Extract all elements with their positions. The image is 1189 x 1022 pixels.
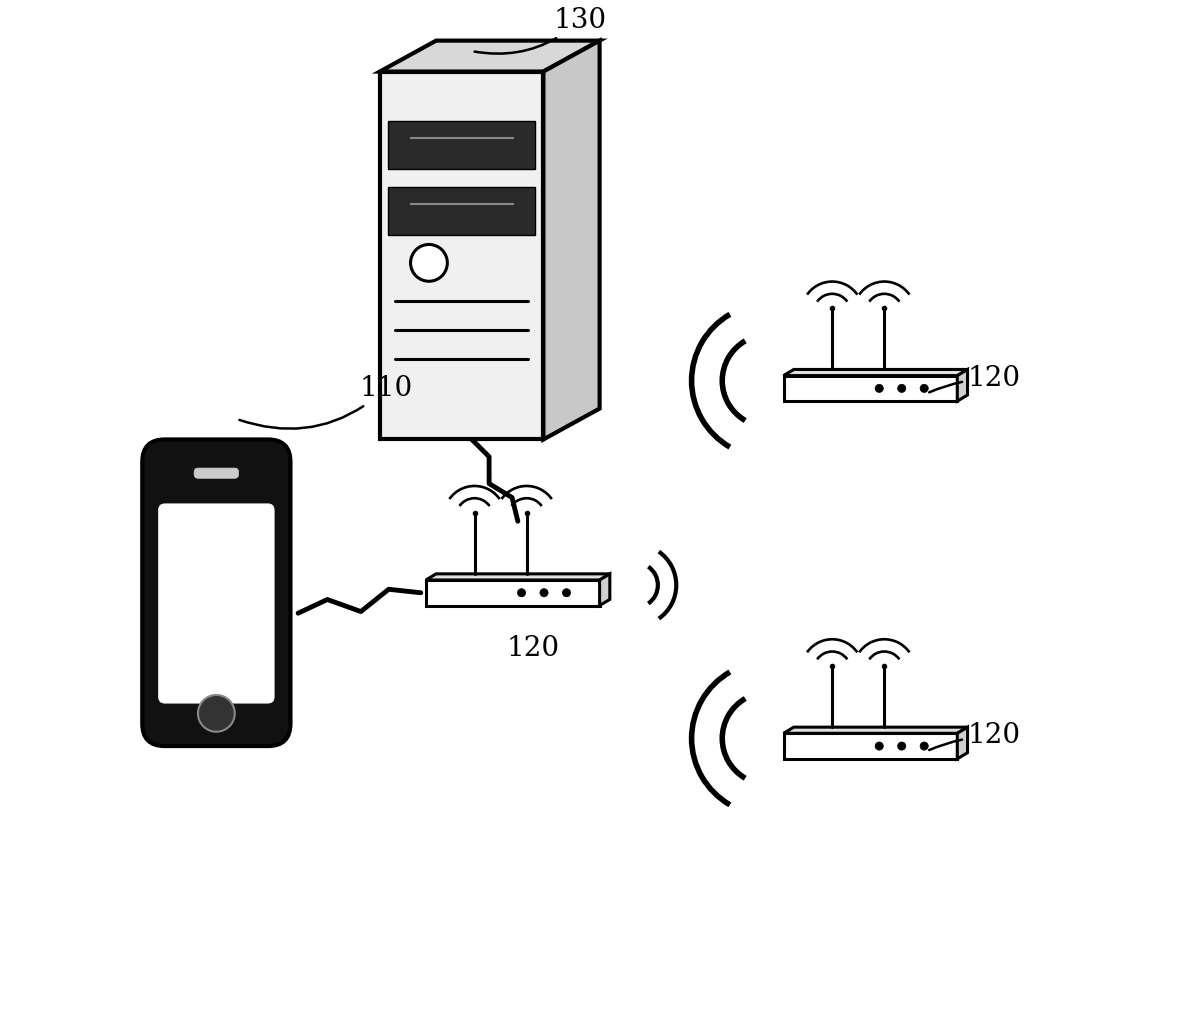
FancyBboxPatch shape	[158, 504, 275, 703]
Polygon shape	[388, 187, 535, 235]
Circle shape	[875, 742, 883, 750]
Polygon shape	[426, 574, 610, 580]
Polygon shape	[957, 370, 968, 402]
Circle shape	[920, 384, 929, 392]
Circle shape	[875, 384, 883, 392]
Polygon shape	[388, 122, 535, 169]
Circle shape	[197, 695, 234, 732]
Circle shape	[517, 589, 526, 597]
Circle shape	[410, 244, 447, 281]
Text: 130: 130	[474, 7, 606, 53]
Polygon shape	[379, 41, 599, 72]
Circle shape	[920, 742, 929, 750]
Polygon shape	[784, 728, 968, 734]
Polygon shape	[784, 370, 968, 376]
Polygon shape	[599, 574, 610, 605]
Polygon shape	[784, 376, 957, 402]
Circle shape	[562, 589, 571, 597]
Text: 120: 120	[507, 636, 560, 662]
Circle shape	[898, 742, 906, 750]
Text: 120: 120	[929, 723, 1020, 750]
Text: 120: 120	[929, 365, 1020, 392]
Polygon shape	[543, 41, 599, 439]
Polygon shape	[379, 72, 543, 439]
Polygon shape	[426, 580, 599, 605]
Text: 110: 110	[239, 375, 413, 428]
Polygon shape	[784, 734, 957, 758]
Polygon shape	[957, 728, 968, 758]
FancyBboxPatch shape	[143, 439, 290, 746]
FancyBboxPatch shape	[194, 468, 239, 478]
Circle shape	[898, 384, 906, 392]
Circle shape	[540, 589, 548, 597]
